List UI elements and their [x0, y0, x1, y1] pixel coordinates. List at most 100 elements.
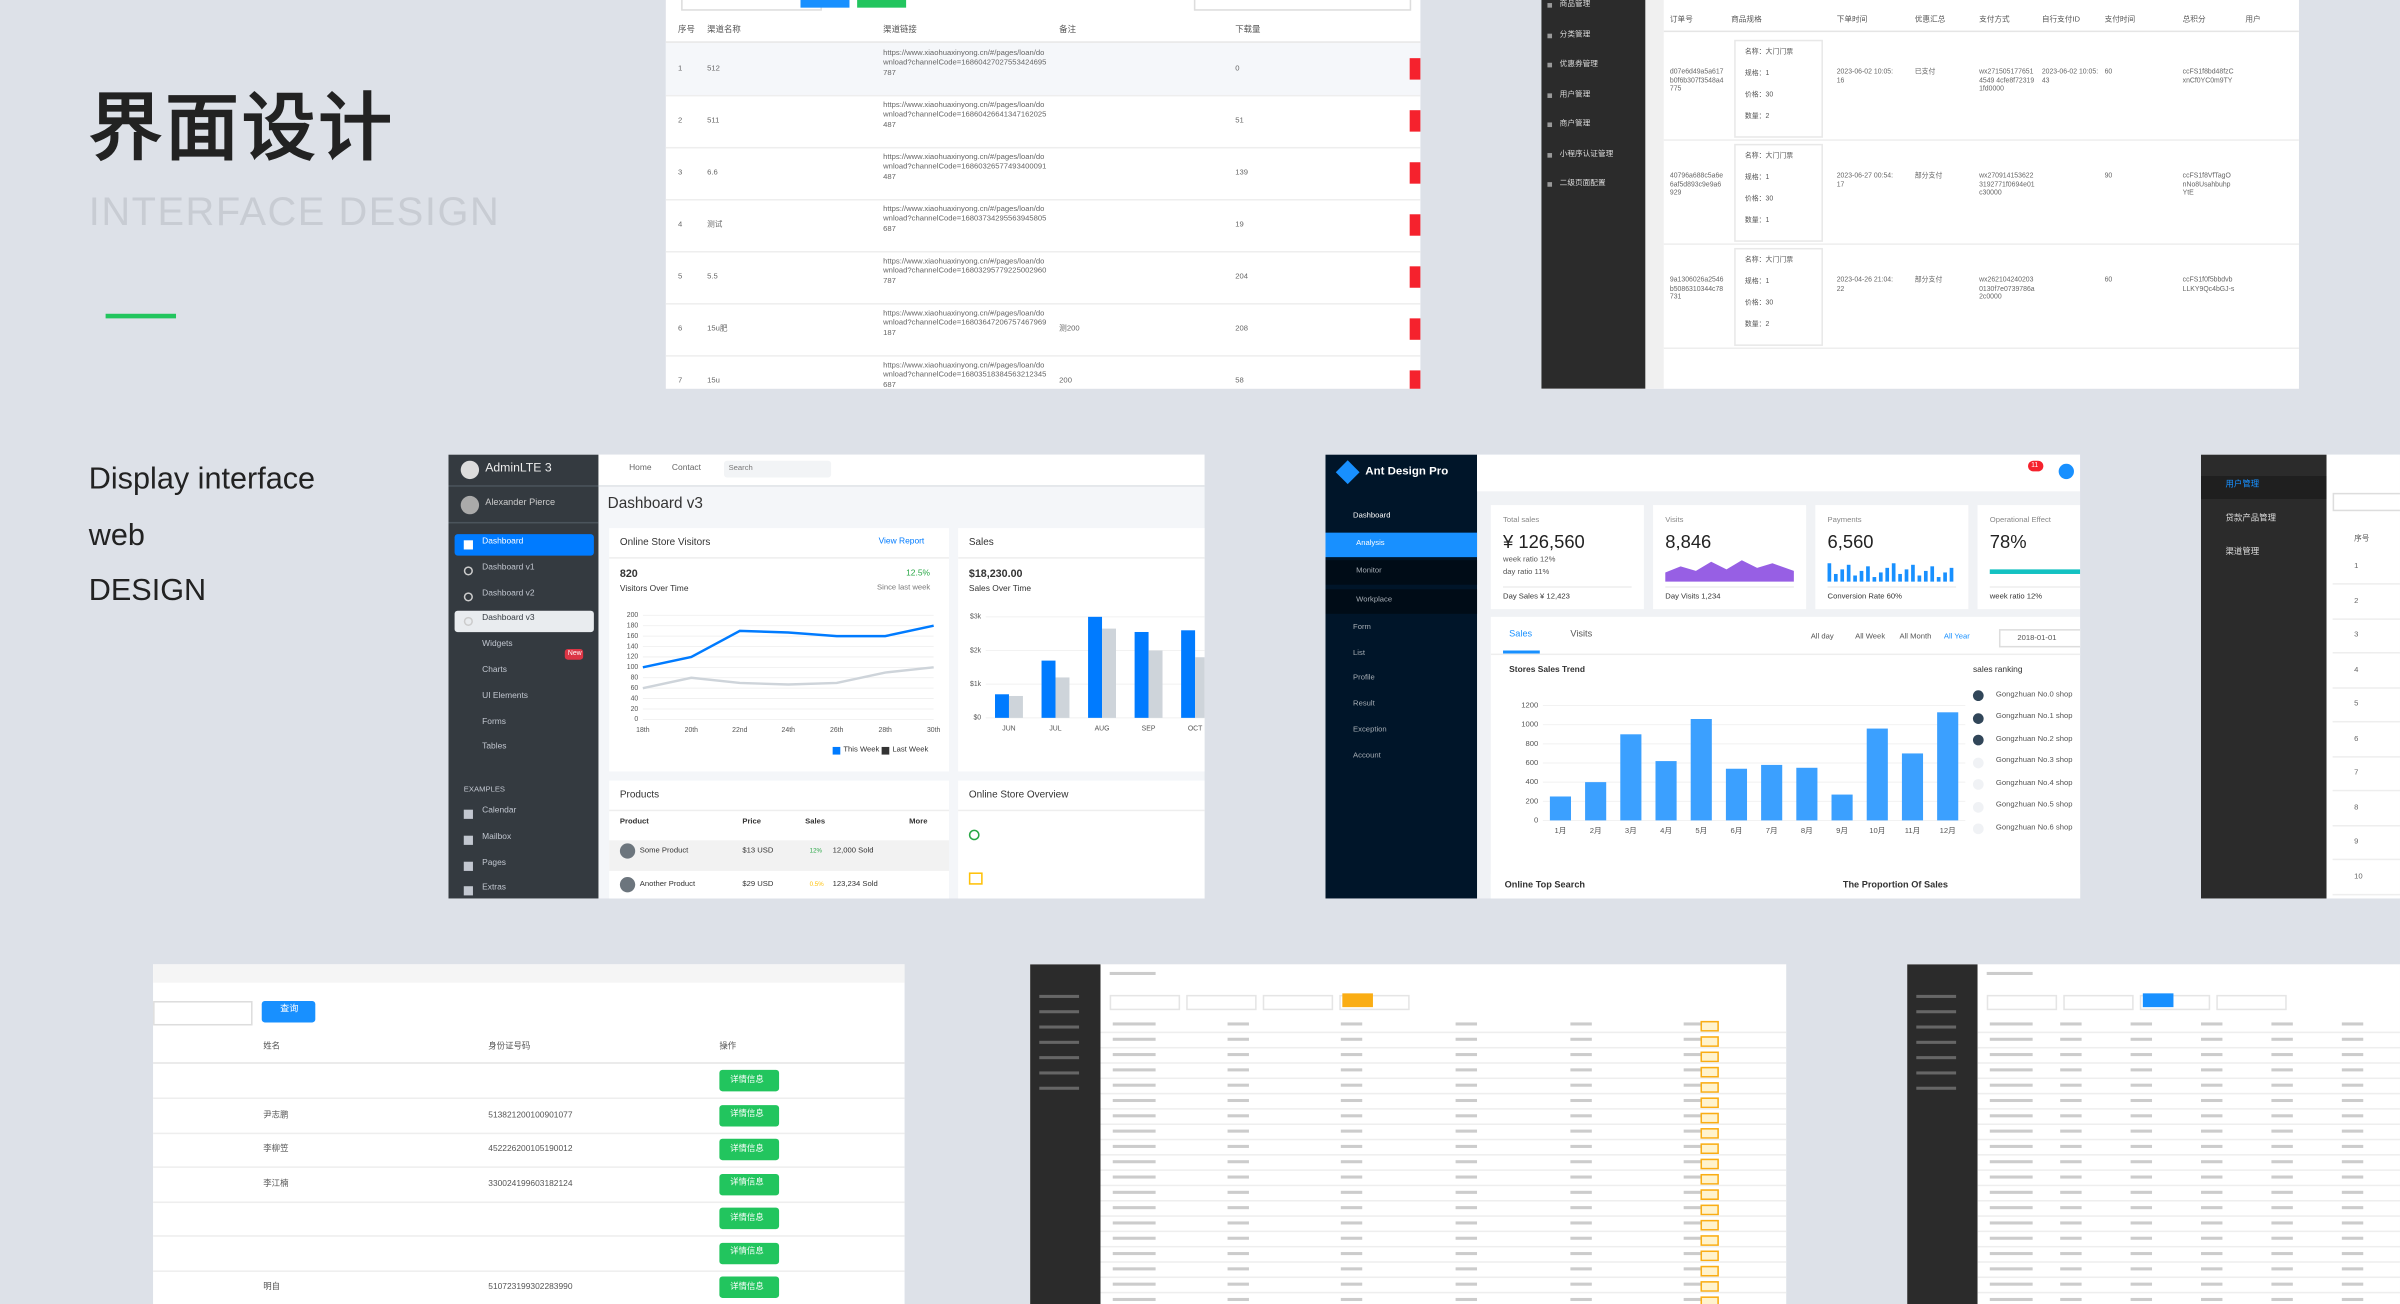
bar [995, 694, 1009, 718]
product-price: $13 USD [742, 846, 774, 856]
cell-placeholder [2271, 1221, 2293, 1225]
channel-table-screen: 序号 渠道名称 渠道链接 备注 下载量 1 512 https://www.xiaohuaxi… [665, 0, 1421, 389]
card-divider [1503, 586, 1632, 588]
cell: 5 [678, 272, 683, 282]
search-input [2332, 492, 2400, 512]
column-header: 序号 [678, 26, 695, 36]
cell: 5.5 [707, 272, 718, 282]
stat-value: 78% [1989, 531, 2027, 553]
cell-placeholder [2060, 1252, 2082, 1256]
cell-placeholder [1569, 1190, 1592, 1194]
bar [1725, 768, 1748, 821]
x-tick-label: 12月 [1940, 826, 1956, 835]
cell-placeholder [2201, 1252, 2223, 1256]
overview-card: Online Store Overview [958, 780, 1205, 899]
y-tick-label: 140 [627, 643, 639, 650]
nav-icon [464, 643, 473, 652]
cell-placeholder [2201, 1022, 2223, 1026]
series-line [642, 624, 934, 669]
button-label: 详情信息 [730, 1109, 764, 1119]
row-line [1977, 1215, 2400, 1217]
cell-placeholder [1989, 1267, 2033, 1271]
detail-button: 详情信息 [719, 1138, 780, 1161]
cell-placeholder [1684, 1053, 1706, 1057]
product-image [619, 877, 636, 893]
rank-item: Gongzhuan No.1 shop [1995, 711, 2073, 721]
cell-placeholder [2201, 1098, 2223, 1103]
cell-placeholder [2341, 1221, 2364, 1225]
menu-placeholder [1039, 994, 1080, 998]
menu-item: 二级页面配置 [1559, 179, 1606, 189]
menu-item: 用户管理 [1559, 89, 1591, 99]
query-button [2142, 993, 2174, 1008]
cell-placeholder [1112, 1190, 1156, 1194]
row-number: 5 [2354, 699, 2359, 709]
cell-placeholder [1455, 1098, 1478, 1103]
cell-placeholder [2341, 1129, 2364, 1133]
header-line [153, 1062, 905, 1064]
cell-placeholder [2341, 1190, 2364, 1194]
ranking-title: sales ranking [1972, 665, 2023, 675]
cell-placeholder [1569, 1144, 1592, 1148]
search-placeholder: Search [728, 463, 753, 473]
x-tick-label: 20th [685, 727, 699, 734]
cell-placeholder [2271, 1175, 2293, 1179]
cell-placeholder [1569, 1022, 1592, 1026]
brand: Ant Design Pro [1365, 463, 1449, 478]
cell-placeholder [2130, 1083, 2153, 1087]
tab-line [1490, 652, 2081, 655]
product-change: 12% [809, 846, 822, 855]
rank-item: Gongzhuan No.3 shop [1995, 756, 2073, 766]
row-line [1977, 1276, 2400, 1278]
status-tag [1700, 1128, 1719, 1139]
cell-placeholder [1989, 1206, 2033, 1210]
cell-placeholder [1227, 1221, 1249, 1225]
cell-placeholder [2060, 1297, 2082, 1302]
menu-icon [1547, 182, 1553, 187]
cell-placeholder [1227, 1282, 1249, 1286]
submenu-bg [1325, 560, 1478, 585]
cell: 1 [678, 64, 683, 74]
menu-placeholder [1039, 1010, 1080, 1014]
brand: AdminLTE 3 [485, 460, 552, 475]
product-price: $29 USD [742, 880, 774, 890]
nav-item: Mailbox [482, 832, 512, 842]
cell-placeholder [1227, 1190, 1249, 1194]
header-line [1663, 30, 2299, 33]
action-button [1409, 266, 1421, 288]
row-number: 10 [2354, 871, 2363, 881]
cell-placeholder [1989, 1053, 2033, 1057]
cell-placeholder [1341, 1098, 1363, 1103]
row-line [1977, 1199, 2400, 1201]
card-divider [609, 809, 949, 812]
menu-placeholder [1039, 1086, 1080, 1090]
x-tick-label: SEP [1142, 725, 1156, 732]
cell-placeholder [2201, 1267, 2223, 1271]
cell-placeholder [1455, 1129, 1478, 1133]
nav-item: Pages [482, 858, 507, 868]
spec-line: 规格：1 [1744, 68, 1770, 77]
x-tick-label: 9月 [1836, 826, 1848, 835]
spec-box: 名称：大门门票 规格：1 价格：30 数量：2 [1734, 247, 1823, 346]
mini-bar [1872, 577, 1877, 582]
cell-placeholder [1112, 1068, 1156, 1072]
column-header: 用户 [2245, 15, 2261, 25]
menu-placeholder [1916, 1071, 1957, 1075]
cell-placeholder [1455, 1037, 1478, 1041]
cell: 已支付 [1914, 67, 1936, 75]
order-screen: 商品管理 分类管理 优惠券管理 用户管理 商户管理 小程序认证管理 二级页面配置 订单号 商品规… [1541, 0, 2299, 389]
stat-value: ¥ 126,560 [1503, 531, 1585, 553]
cell-placeholder [2060, 1267, 2082, 1271]
cell-placeholder [1569, 1267, 1592, 1271]
sales-trend-chart: 0 200 400 600 800 1000 1200 1月 2月 3月 4月 5月 6月 7月 8月 9月 1… [1521, 701, 1966, 835]
x-tick-label: 3月 [1625, 826, 1637, 835]
visitors-card: Online Store Visitors View Report 820 Visit… [609, 528, 949, 772]
cell-placeholder [2341, 1267, 2364, 1271]
cell-placeholder [1569, 1053, 1592, 1057]
spec-box: 名称：大门门票 规格：1 价格：30 数量：1 [1734, 143, 1823, 242]
stat-card: Total sales ¥ 126,560 week ratio 12% day ra… [1490, 505, 1644, 610]
cell-placeholder [1569, 1037, 1592, 1041]
cell: 2023-04-26 21:04:22 [1836, 275, 1894, 292]
cell-placeholder [1989, 1022, 2033, 1026]
status-tag [1700, 1265, 1719, 1277]
